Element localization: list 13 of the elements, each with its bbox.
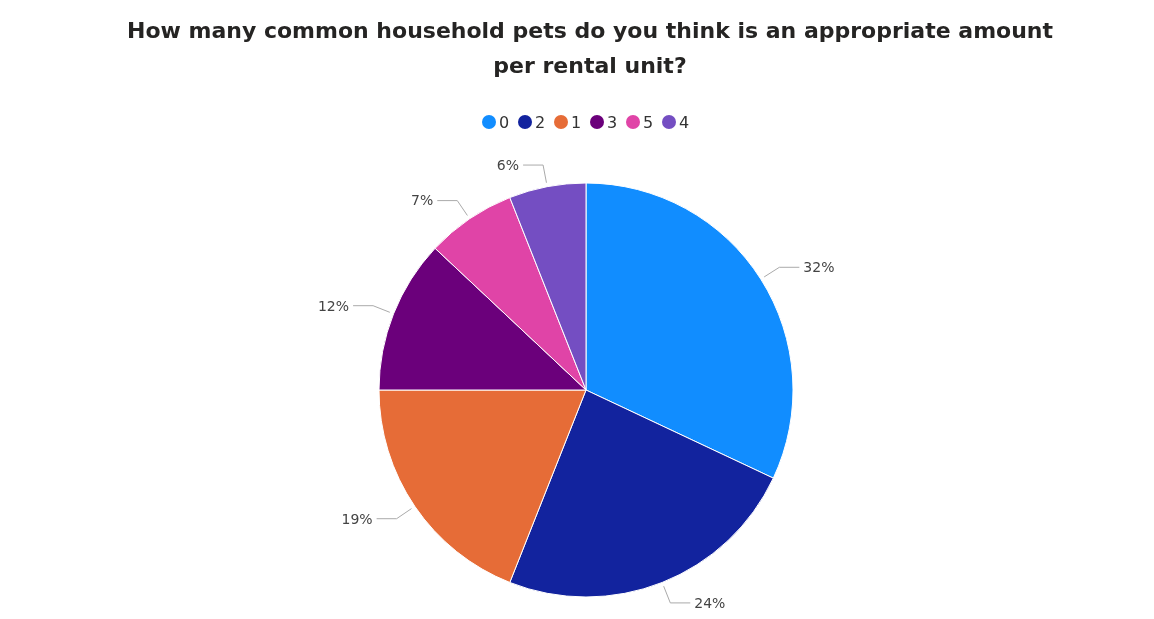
- data-label: 12%: [317, 297, 350, 314]
- data-label: 6%: [496, 156, 520, 173]
- data-label: 32%: [803, 259, 835, 276]
- legend-label: 1: [571, 112, 582, 132]
- legend-label: 2: [535, 112, 546, 132]
- data-label: 19%: [341, 510, 373, 527]
- legend-label: 3: [607, 112, 618, 132]
- legend-label: 4: [679, 112, 690, 132]
- legend-label: 0: [499, 112, 510, 132]
- legend-label: 5: [643, 112, 654, 132]
- chart-title: How many common household pets do you think is an appropriate amount per rental unit?: [126, 17, 1054, 78]
- data-label: 7%: [411, 192, 434, 209]
- data-label: 24%: [694, 594, 726, 611]
